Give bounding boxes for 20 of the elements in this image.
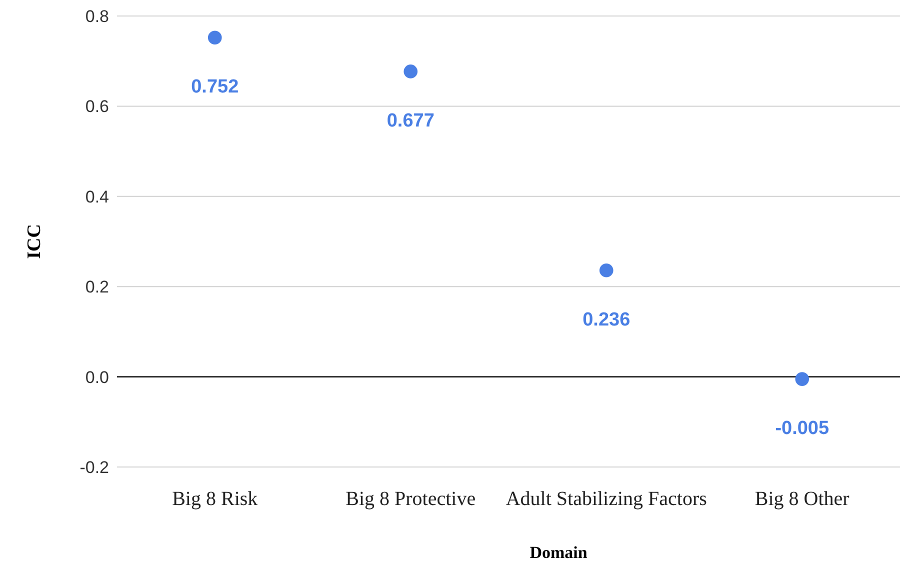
x-tick-label: Big 8 Other — [754, 488, 850, 510]
y-tick-label: -0.2 — [80, 458, 109, 477]
y-tick-label: 0.6 — [85, 97, 109, 116]
x-tick-label: Big 8 Protective — [346, 488, 476, 510]
x-axis-title: Domain — [530, 543, 588, 562]
y-axis-title: ICC — [24, 224, 45, 259]
point — [795, 372, 810, 386]
y-tick-label: 0.4 — [85, 187, 109, 206]
data-label: 0.236 — [582, 309, 630, 330]
point — [404, 64, 418, 78]
x-tick-label: Adult Stabilizing Factors — [506, 488, 708, 510]
data-label: 0.677 — [386, 110, 434, 132]
point — [208, 30, 222, 45]
point — [599, 263, 614, 278]
y-tick-label: 0.8 — [85, 6, 109, 26]
y-tick-label: 0.0 — [85, 368, 109, 387]
data-label: 0.752 — [191, 76, 239, 98]
x-tick-label: Big 8 Risk — [172, 488, 258, 510]
y-tick-label: 0.2 — [85, 278, 109, 297]
data-label: -0.005 — [775, 418, 830, 440]
